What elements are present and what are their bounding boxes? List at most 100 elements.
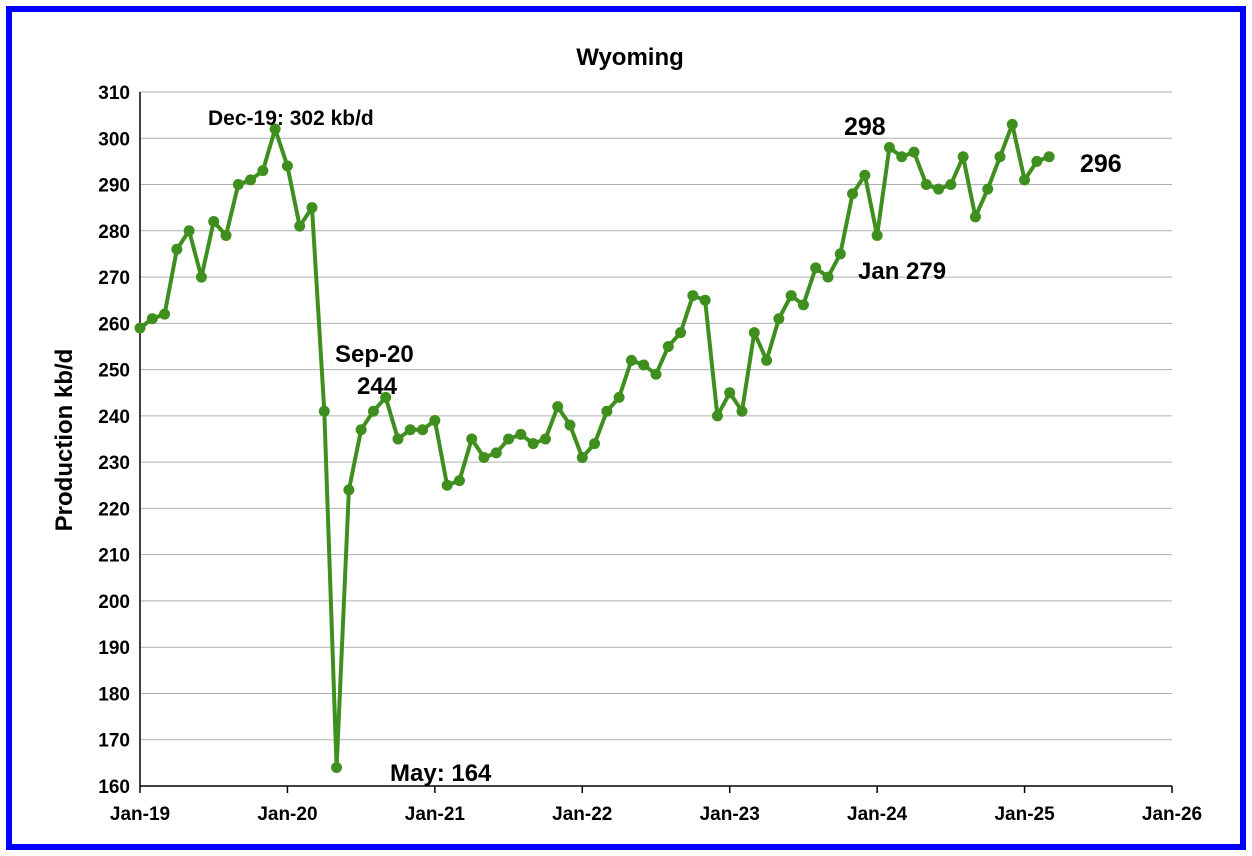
y-tick-label: 210 (98, 546, 130, 567)
x-tick-label: Jan-21 (405, 804, 466, 825)
y-tick-label: 170 (98, 731, 130, 752)
data-point (748, 327, 760, 339)
y-tick-label: 200 (98, 592, 130, 613)
data-point (453, 475, 465, 487)
data-point (724, 387, 736, 399)
annotation-latest-296: 296 (1080, 150, 1122, 178)
data-point (564, 419, 576, 431)
data-point (982, 183, 994, 195)
axes (139, 92, 1173, 793)
data-point (281, 160, 293, 172)
x-tick-label: Jan-20 (257, 804, 317, 825)
y-axis-label: Production kb/d (51, 349, 78, 532)
data-point (625, 354, 637, 366)
y-tick-label: 240 (98, 407, 130, 428)
data-point (490, 447, 502, 459)
data-point (195, 271, 207, 283)
annotation-dec19-peak: Dec-19: 302 kb/d (208, 107, 374, 130)
data-point (699, 294, 711, 306)
y-tick-label: 190 (98, 638, 130, 659)
chart-title: Wyoming (576, 44, 684, 71)
y-tick-label: 160 (98, 777, 130, 798)
data-point (650, 368, 662, 380)
data-point (417, 424, 429, 436)
data-point (527, 438, 539, 450)
data-point (183, 225, 195, 237)
x-tick-label: Jan-25 (994, 804, 1055, 825)
data-point (601, 405, 613, 417)
x-tick-label: Jan-22 (552, 804, 612, 825)
x-tick-labels: Jan-19 Jan-20 Jan-21 Jan-22 Jan-23 Jan-24 Jan-… (110, 804, 1202, 825)
y-tick-label: 290 (98, 176, 130, 197)
y-tick-labels: 160 170 180 190 200 210 220 230 240 250 260 270 280 2… (98, 83, 130, 798)
data-point (294, 220, 306, 232)
annotation-sep20: Sep-20 (335, 341, 414, 368)
x-tick-label: Jan-26 (1142, 804, 1202, 825)
annotation-sep20-value: 244 (357, 373, 398, 400)
y-tick-label: 250 (98, 361, 130, 382)
y-tick-label: 280 (98, 222, 130, 243)
data-point (146, 313, 158, 325)
data-point (871, 229, 883, 241)
data-point (675, 327, 687, 339)
annotation-298: 298 (844, 113, 886, 141)
data-point (232, 179, 244, 191)
data-point (208, 216, 220, 228)
data-point (245, 174, 257, 186)
data-point (441, 479, 453, 491)
data-point (1006, 118, 1018, 130)
data-point (220, 229, 232, 241)
y-tick-label: 230 (98, 453, 130, 474)
data-point (711, 410, 723, 422)
data-point (171, 243, 183, 255)
data-point (306, 202, 318, 214)
grid-lines (140, 91, 1172, 741)
data-point (1019, 174, 1031, 186)
y-tick-label: 260 (98, 314, 130, 335)
data-point (945, 179, 957, 191)
data-point (134, 322, 146, 334)
data-point (847, 188, 859, 200)
data-points (134, 118, 1055, 773)
data-point (380, 391, 392, 403)
y-tick-label: 180 (98, 684, 130, 705)
data-point (478, 452, 490, 464)
y-tick-label: 310 (98, 83, 130, 104)
data-point (159, 308, 171, 320)
y-tick-label: 270 (98, 268, 130, 289)
data-point (515, 428, 527, 440)
y-tick-label: 300 (98, 129, 130, 150)
chart-frame: Wyoming Production kb/d 160 170 180 190 200 2… (6, 6, 1246, 850)
data-point (662, 340, 674, 352)
data-point (957, 151, 969, 163)
data-point (810, 262, 822, 274)
data-point (785, 290, 797, 302)
data-point (503, 433, 515, 445)
x-tick-label: Jan-24 (847, 804, 908, 825)
x-tick-label: Jan-19 (110, 804, 170, 825)
data-point (920, 179, 932, 191)
data-point (269, 123, 281, 135)
production-chart: Wyoming Production kb/d 160 170 180 190 200 2… (51, 44, 1202, 825)
data-point (576, 452, 588, 464)
data-point (834, 248, 846, 260)
data-point (969, 211, 981, 223)
data-point (589, 438, 601, 450)
data-point (687, 290, 699, 302)
data-point (1043, 151, 1055, 163)
data-point (318, 405, 330, 417)
data-point (908, 146, 920, 158)
data-point (994, 151, 1006, 163)
data-point (392, 433, 404, 445)
data-point (1031, 155, 1043, 167)
data-point (859, 169, 871, 181)
data-point (404, 424, 416, 436)
data-point (613, 391, 625, 403)
data-point (539, 433, 551, 445)
x-tick-label: Jan-23 (700, 804, 760, 825)
data-point (355, 424, 367, 436)
data-point (331, 761, 343, 773)
data-point (773, 313, 785, 325)
data-point (822, 271, 834, 283)
data-point (883, 142, 895, 154)
